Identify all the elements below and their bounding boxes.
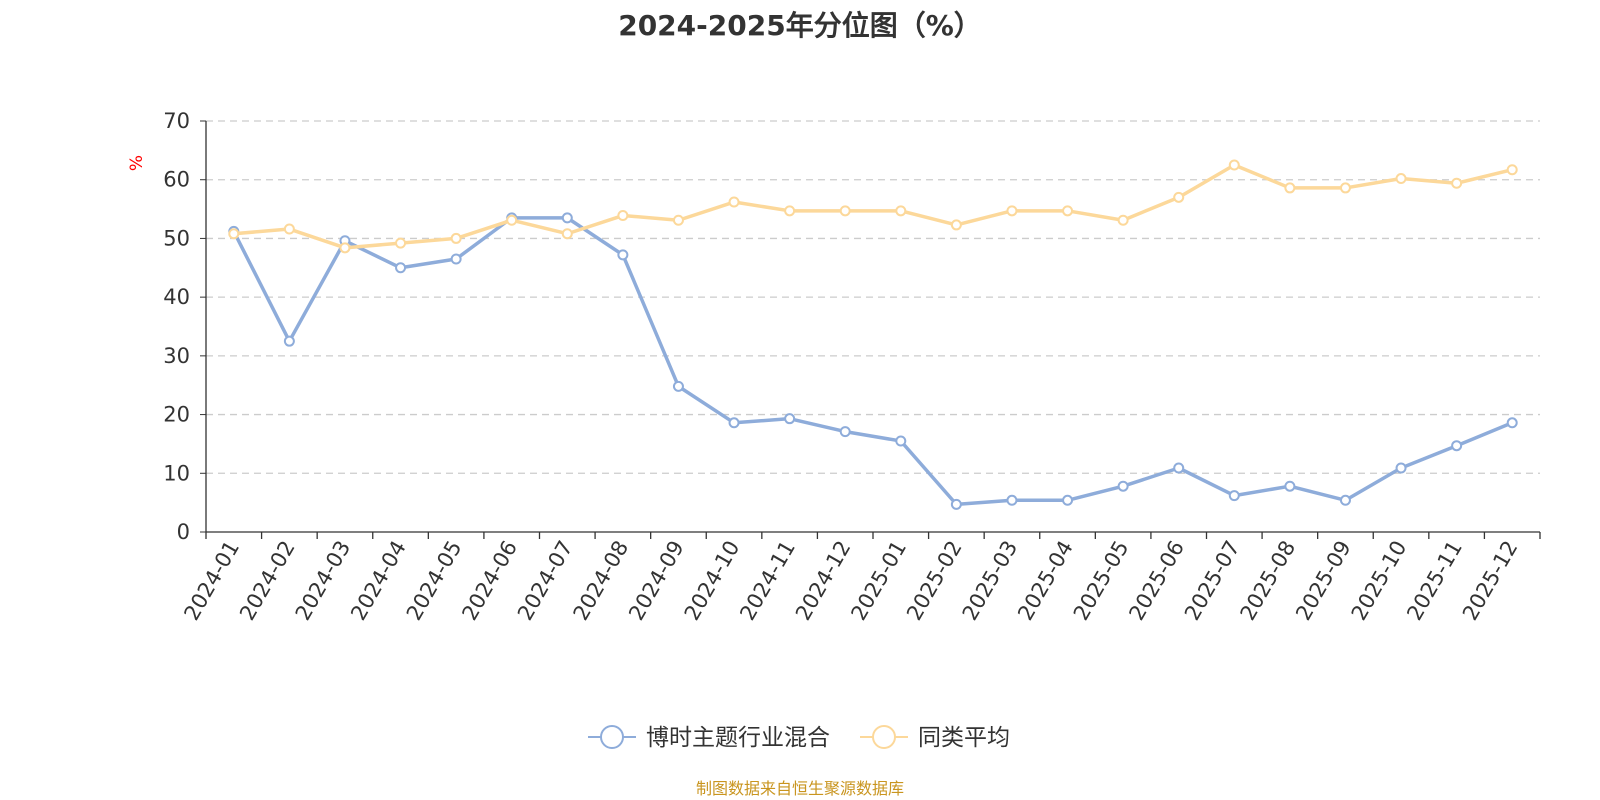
x-tick-label: 2024-08 xyxy=(569,537,634,625)
x-tick-label: 2025-03 xyxy=(958,536,1023,624)
series-1-point[interactable] xyxy=(839,426,851,438)
x-tick-label: 2024-02 xyxy=(235,537,300,625)
series-1-point[interactable] xyxy=(950,498,962,510)
x-tick-label: 2025-01 xyxy=(846,537,911,625)
series-2-point[interactable] xyxy=(1395,173,1407,185)
series-1-point[interactable] xyxy=(1173,462,1185,474)
x-tick-label: 2024-06 xyxy=(457,537,522,625)
series-1-point[interactable] xyxy=(895,435,907,447)
y-axis-label: % xyxy=(127,155,147,171)
series-2-point[interactable] xyxy=(339,242,351,254)
series-1-point[interactable] xyxy=(1451,440,1463,452)
x-tick-label: 2024-12 xyxy=(791,537,856,625)
y-tick-label: 40 xyxy=(163,285,190,309)
series-1-point[interactable] xyxy=(1062,494,1074,506)
series-2-point[interactable] xyxy=(506,214,518,226)
series-2-point[interactable] xyxy=(395,237,407,249)
series-2-point[interactable] xyxy=(1506,164,1518,176)
y-tick-label: 30 xyxy=(163,344,190,368)
legend-marker-series-2 xyxy=(872,725,896,749)
series-2-point[interactable] xyxy=(1062,205,1074,217)
grid-lines xyxy=(206,120,1540,474)
x-tick-label: 2024-03 xyxy=(291,537,356,625)
x-tick-label: 2024-10 xyxy=(680,537,745,625)
series-1-point[interactable] xyxy=(1339,494,1351,506)
source-note: 制图数据来自恒生聚源数据库 xyxy=(695,779,904,798)
series-1-point[interactable] xyxy=(395,262,407,274)
series-1-point[interactable] xyxy=(1395,462,1407,474)
x-tick-label: 2024-11 xyxy=(735,537,800,625)
axes xyxy=(205,121,1540,533)
series-1-point[interactable] xyxy=(450,253,462,265)
series-1-point[interactable] xyxy=(617,249,629,261)
series-1-point[interactable] xyxy=(1006,494,1018,506)
series-1-point[interactable] xyxy=(1284,480,1296,492)
legend-item-series-1[interactable]: 博时主题行业混合 xyxy=(588,725,830,751)
series-2-point[interactable] xyxy=(1451,177,1463,189)
y-tick-label: 60 xyxy=(163,168,190,192)
series-2-point[interactable] xyxy=(561,228,573,240)
x-axis-ticks: 2024-012024-022024-032024-042024-052024-… xyxy=(179,532,1541,625)
x-tick-label: 2025-10 xyxy=(1347,537,1412,625)
x-tick-label: 2025-05 xyxy=(1069,537,1134,625)
x-tick-label: 2024-07 xyxy=(513,537,578,625)
y-tick-label: 70 xyxy=(163,109,190,133)
series-1-point[interactable] xyxy=(784,413,796,425)
x-tick-label: 2025-09 xyxy=(1291,537,1356,625)
series-2-point[interactable] xyxy=(1173,191,1185,203)
x-tick-label: 2025-07 xyxy=(1180,537,1245,625)
y-tick-label: 10 xyxy=(163,461,190,485)
series-1-point[interactable] xyxy=(728,417,740,429)
series-2-point[interactable] xyxy=(1339,182,1351,194)
series-1-point[interactable] xyxy=(1228,490,1240,502)
series-lines xyxy=(228,159,1518,510)
x-tick-label: 2025-11 xyxy=(1402,537,1467,625)
series-2-point[interactable] xyxy=(784,205,796,217)
y-tick-label: 0 xyxy=(177,520,190,544)
series-2-point[interactable] xyxy=(1006,205,1018,217)
series-2-point[interactable] xyxy=(728,196,740,208)
series-1 xyxy=(228,212,1518,510)
chart-title: 2024-2025年分位图（%） xyxy=(618,9,982,42)
x-tick-label: 2025-04 xyxy=(1013,537,1078,625)
series-2-line xyxy=(232,163,1514,250)
x-tick-label: 2024-01 xyxy=(179,537,244,625)
legend[interactable]: 博时主题行业混合 同类平均 xyxy=(588,725,1010,751)
series-2-point[interactable] xyxy=(283,223,295,235)
series-2-point[interactable] xyxy=(950,219,962,231)
x-tick-label: 2025-12 xyxy=(1458,537,1523,625)
series-2-point[interactable] xyxy=(1228,159,1240,171)
series-1-line xyxy=(232,216,1514,507)
series-1-point[interactable] xyxy=(1506,417,1518,429)
y-tick-label: 50 xyxy=(163,226,190,250)
y-axis-ticks: 0 10 20 30 40 50 60 70 xyxy=(163,109,206,544)
series-1-point[interactable] xyxy=(283,335,295,347)
series-2-point[interactable] xyxy=(672,214,684,226)
x-tick-label: 2025-08 xyxy=(1236,537,1301,625)
series-2 xyxy=(228,159,1518,254)
y-tick-label: 20 xyxy=(163,403,190,427)
series-1-point[interactable] xyxy=(561,212,573,224)
series-2-point[interactable] xyxy=(895,205,907,217)
series-1-point[interactable] xyxy=(1117,480,1129,492)
legend-item-series-2[interactable]: 同类平均 xyxy=(860,725,1010,751)
series-2-point[interactable] xyxy=(839,205,851,217)
legend-label-series-1: 博时主题行业混合 xyxy=(646,725,830,751)
x-tick-label: 2024-09 xyxy=(624,537,689,625)
series-1-point[interactable] xyxy=(672,380,684,392)
legend-label-series-2: 同类平均 xyxy=(918,725,1010,751)
series-2-point[interactable] xyxy=(228,228,240,240)
legend-marker-series-1 xyxy=(600,725,624,749)
x-tick-label: 2024-04 xyxy=(346,537,411,625)
x-tick-label: 2025-02 xyxy=(902,537,967,625)
series-2-point[interactable] xyxy=(450,232,462,244)
x-tick-label: 2024-05 xyxy=(402,537,467,625)
series-2-point[interactable] xyxy=(1284,182,1296,194)
x-tick-label: 2025-06 xyxy=(1124,537,1189,625)
series-2-point[interactable] xyxy=(617,210,629,222)
series-2-point[interactable] xyxy=(1117,214,1129,226)
